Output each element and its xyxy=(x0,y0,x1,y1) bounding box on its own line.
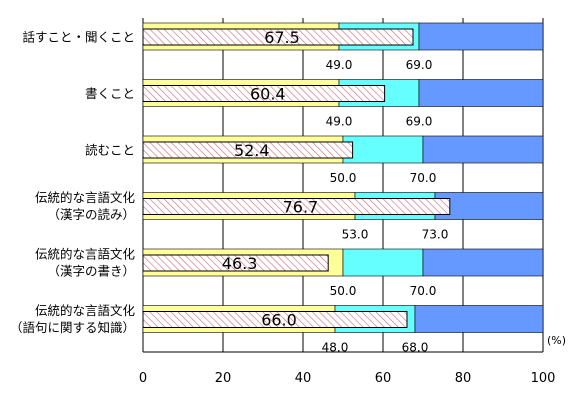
category-label: （漢字の読み） xyxy=(47,207,135,222)
value-label: 52.4 xyxy=(234,141,270,160)
value-label: 46.3 xyxy=(222,254,258,273)
threshold-high-label: 68.0 xyxy=(402,341,429,355)
value-bars xyxy=(142,28,451,328)
category-label: （漢字の書き） xyxy=(47,264,135,279)
value-bar xyxy=(142,28,414,46)
value-bar xyxy=(142,198,451,215)
category-label: 読むこと xyxy=(85,143,135,158)
threshold-low-label: 48.0 xyxy=(322,341,349,355)
x-tick-label: 60 xyxy=(375,371,392,386)
labels: 0 20 40 60 80 100 67.5 49.0 69.0 話すこと・聞くこと 60.4 49.… xyxy=(10,28,555,386)
value-bar xyxy=(142,85,386,102)
threshold-high-label: 69.0 xyxy=(406,115,433,129)
band-high xyxy=(422,135,544,164)
band-high xyxy=(434,192,544,220)
threshold-high-label: 70.0 xyxy=(410,284,437,298)
threshold-low-label: 50.0 xyxy=(330,171,357,185)
threshold-high-label: 70.0 xyxy=(410,171,437,185)
band-high xyxy=(414,305,544,333)
category-label: 話すこと・聞くこと xyxy=(22,30,135,45)
value-bar xyxy=(142,254,329,272)
threshold-low-label: 49.0 xyxy=(326,115,353,129)
value-label: 60.4 xyxy=(250,85,286,104)
category-label: 伝統的な言語文化 xyxy=(35,190,136,205)
band-high xyxy=(422,248,544,277)
value-bar xyxy=(142,141,354,159)
value-bar xyxy=(142,311,408,328)
threshold-low-label: 53.0 xyxy=(342,228,369,242)
band-high xyxy=(418,22,544,51)
value-label: 67.5 xyxy=(264,28,300,47)
x-tick-label: 20 xyxy=(215,371,232,386)
value-label: 76.7 xyxy=(283,198,319,217)
category-label: 伝統的な言語文化 xyxy=(35,303,136,318)
x-tick-label: 40 xyxy=(295,371,312,386)
category-label: （語句に関する知識） xyxy=(10,320,135,335)
band-high xyxy=(418,79,544,107)
x-tick-label: 80 xyxy=(455,371,472,386)
x-tick-label: 100 xyxy=(531,371,556,386)
value-label: 66.0 xyxy=(261,311,297,330)
band-mid xyxy=(342,135,424,164)
axis-unit-label: (%) xyxy=(547,334,566,347)
gridlines xyxy=(142,18,544,353)
threshold-low-label: 49.0 xyxy=(326,58,353,72)
threshold-high-label: 73.0 xyxy=(422,228,449,242)
category-label: 書くこと xyxy=(85,86,135,101)
category-label: 伝統的な言語文化 xyxy=(35,247,136,262)
band-mid xyxy=(342,248,424,277)
threshold-high-label: 69.0 xyxy=(406,58,433,72)
x-tick-label: 0 xyxy=(139,371,147,386)
threshold-low-label: 50.0 xyxy=(330,284,357,298)
